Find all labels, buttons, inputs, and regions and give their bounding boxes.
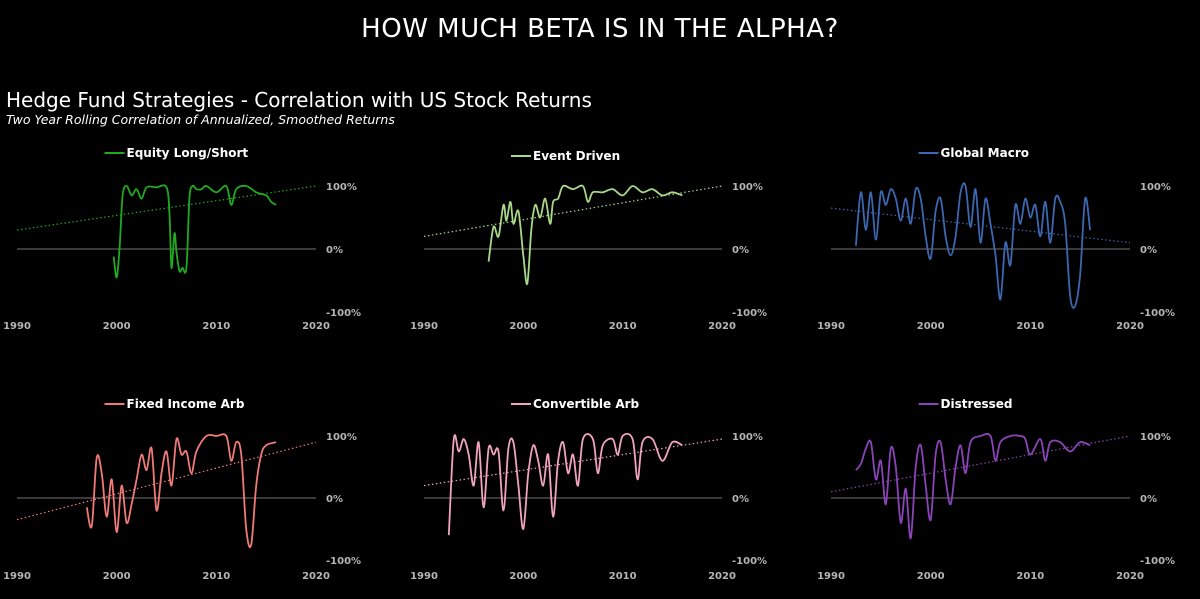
x-tick-label: 2020 [1116, 321, 1144, 332]
x-tick-label: 2010 [1016, 571, 1044, 582]
series-line [112, 184, 277, 279]
y-tick-label: 0% [732, 494, 749, 505]
y-tick-label: 100% [732, 182, 763, 193]
y-tick-label: 100% [326, 182, 357, 193]
x-tick-label: 2000 [509, 321, 537, 332]
x-tick-label: 1990 [410, 321, 438, 332]
y-tick-label: -100% [1140, 556, 1175, 567]
x-tick-label: 2010 [202, 321, 230, 332]
x-tick-label: 1990 [3, 571, 31, 582]
chart-caption: Two Year Rolling Correlation of Annualiz… [6, 112, 395, 127]
y-tick-label: 100% [326, 432, 357, 443]
y-tick-label: 0% [1140, 245, 1157, 256]
y-tick-label: 100% [1140, 432, 1171, 443]
x-tick-label: 2000 [103, 321, 131, 332]
chart-subtitle: Hedge Fund Strategies - Correlation with… [6, 88, 592, 112]
y-tick-label: -100% [326, 308, 361, 319]
x-tick-label: 2010 [609, 571, 637, 582]
chart-panel: 100% 0% -100% 1990 2000 2010 2020 Fixed Income … [3, 397, 361, 582]
chart-panel: 100% 0% -100% 1990 2000 2010 2020 Equity Long/S… [3, 146, 361, 332]
x-tick-label: 2000 [103, 571, 131, 582]
y-tick-label: 100% [732, 432, 763, 443]
y-tick-label: -100% [732, 308, 767, 319]
y-tick-label: 0% [326, 494, 343, 505]
legend-label: Event Driven [533, 149, 620, 163]
legend-label: Convertible Arb [533, 397, 640, 411]
x-tick-label: 1990 [817, 321, 845, 332]
x-tick-label: 2000 [917, 571, 945, 582]
y-tick-label: 0% [326, 245, 343, 256]
chart-panel: 100% 0% -100% 1990 2000 2010 2020 Event Driven [410, 149, 767, 332]
series-line [487, 184, 683, 285]
trend-line [830, 207, 1131, 244]
x-tick-label: 1990 [817, 571, 845, 582]
x-tick-label: 2020 [708, 571, 736, 582]
series-line [85, 433, 277, 549]
x-tick-label: 2020 [1116, 571, 1144, 582]
series-line [855, 182, 1091, 309]
chart-panel: 100% 0% -100% 1990 2000 2010 2020 Convertible A… [410, 397, 767, 582]
y-tick-label: -100% [326, 556, 361, 567]
series-line [447, 432, 683, 536]
legend-label: Distressed [941, 397, 1013, 411]
legend-label: Global Macro [941, 146, 1030, 160]
trend-line [830, 435, 1131, 493]
y-tick-label: -100% [732, 556, 767, 567]
series-line [855, 433, 1091, 540]
y-tick-label: 100% [1140, 182, 1171, 193]
x-tick-label: 2010 [202, 571, 230, 582]
x-tick-label: 1990 [3, 321, 31, 332]
x-tick-label: 2000 [509, 571, 537, 582]
legend-label: Fixed Income Arb [127, 397, 245, 411]
trend-line [16, 185, 317, 231]
x-tick-label: 2010 [1016, 321, 1044, 332]
trend-line [16, 441, 317, 521]
x-tick-label: 2020 [708, 321, 736, 332]
x-tick-label: 2020 [302, 321, 330, 332]
chart-panel: 100% 0% -100% 1990 2000 2010 2020 Global Macro [817, 146, 1175, 332]
trend-line [423, 438, 723, 487]
page-title: HOW MUCH BETA IS IN THE ALPHA? [361, 14, 839, 44]
chart-panel: 100% 0% -100% 1990 2000 2010 2020 Distressed [817, 397, 1175, 582]
x-tick-label: 2000 [917, 321, 945, 332]
y-tick-label: 0% [1140, 494, 1157, 505]
y-tick-label: -100% [1140, 308, 1175, 319]
y-tick-label: 0% [732, 245, 749, 256]
legend-label: Equity Long/Short [127, 146, 249, 160]
x-tick-label: 2020 [302, 571, 330, 582]
x-tick-label: 2010 [609, 321, 637, 332]
x-tick-label: 1990 [410, 571, 438, 582]
